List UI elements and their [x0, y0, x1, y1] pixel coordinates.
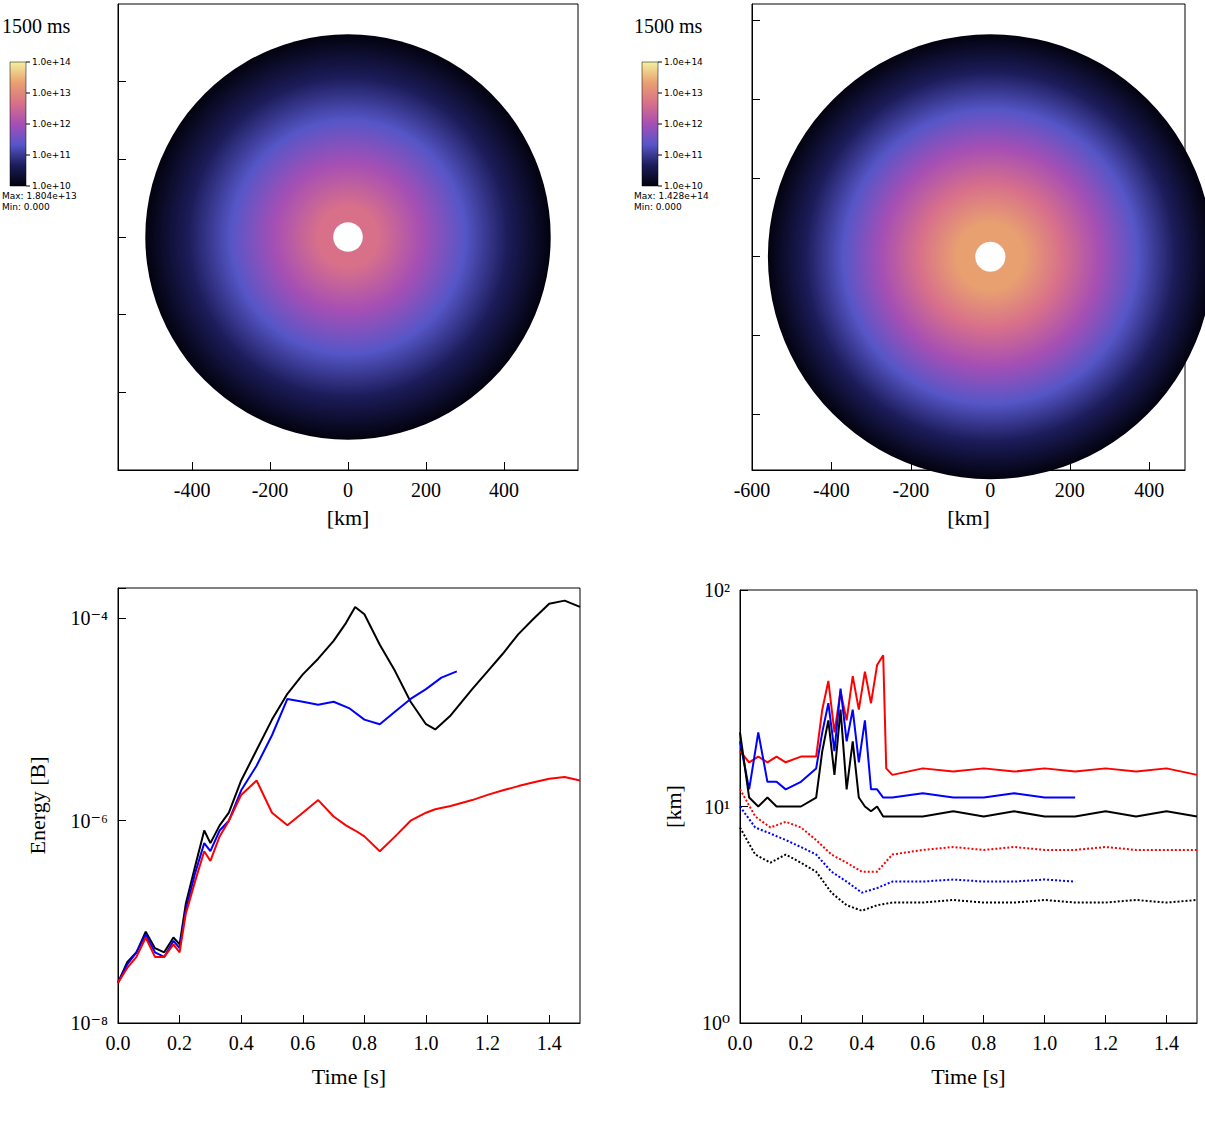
svg-text:[km]: [km]: [947, 505, 990, 530]
svg-text:1.0: 1.0: [414, 1032, 439, 1054]
svg-text:10⁻⁶: 10⁻⁶: [70, 810, 108, 832]
svg-text:10⁰: 10⁰: [702, 1012, 730, 1034]
svg-text:0.2: 0.2: [167, 1032, 192, 1054]
svg-text:-600: -600: [734, 479, 771, 501]
svg-text:0.4: 0.4: [229, 1032, 254, 1054]
svg-text:1.4: 1.4: [1154, 1032, 1179, 1054]
svg-text:0: 0: [985, 479, 995, 501]
svg-text:-200: -200: [893, 479, 930, 501]
svg-text:1.0e+10: 1.0e+10: [664, 181, 703, 191]
svg-text:10⁻⁸: 10⁻⁸: [70, 1012, 108, 1034]
svg-text:1.0e+13: 1.0e+13: [664, 88, 703, 98]
svg-text:Energy [B]: Energy [B]: [25, 757, 50, 855]
svg-text:0.0: 0.0: [728, 1032, 753, 1054]
svg-text:0.2: 0.2: [788, 1032, 813, 1054]
svg-text:-400: -400: [174, 479, 211, 501]
svg-text:[km]: [km]: [661, 785, 686, 828]
svg-text:Min: 0.000: Min: 0.000: [2, 202, 50, 212]
svg-text:200: 200: [1055, 479, 1085, 501]
svg-text:1.2: 1.2: [475, 1032, 500, 1054]
svg-text:1.0e+10: 1.0e+10: [32, 181, 71, 191]
svg-text:Max: 1.428e+14: Max: 1.428e+14: [634, 191, 709, 201]
svg-text:1.0: 1.0: [1032, 1032, 1057, 1054]
svg-text:1.4: 1.4: [537, 1032, 562, 1054]
svg-text:-400: -400: [813, 479, 850, 501]
svg-text:1.0e+11: 1.0e+11: [664, 150, 703, 160]
svg-text:0.0: 0.0: [106, 1032, 131, 1054]
svg-text:Min: 0.000: Min: 0.000: [634, 202, 682, 212]
svg-text:400: 400: [489, 479, 519, 501]
svg-text:0.8: 0.8: [971, 1032, 996, 1054]
svg-text:-200: -200: [252, 479, 289, 501]
svg-text:0.8: 0.8: [352, 1032, 377, 1054]
svg-text:1.2: 1.2: [1093, 1032, 1118, 1054]
svg-text:400: 400: [1134, 479, 1164, 501]
svg-text:1.0e+12: 1.0e+12: [32, 119, 71, 129]
svg-text:Time [s]: Time [s]: [931, 1064, 1005, 1089]
svg-text:1.0e+12: 1.0e+12: [664, 119, 703, 129]
svg-text:0.6: 0.6: [290, 1032, 315, 1054]
svg-text:Time [s]: Time [s]: [312, 1064, 386, 1089]
svg-text:1.0e+13: 1.0e+13: [32, 88, 71, 98]
svg-text:10¹: 10¹: [704, 796, 730, 818]
svg-text:1.0e+14: 1.0e+14: [664, 57, 703, 67]
svg-text:0.4: 0.4: [849, 1032, 874, 1054]
svg-text:10²: 10²: [704, 579, 730, 601]
svg-text:1500 ms: 1500 ms: [2, 15, 71, 37]
svg-text:1500 ms: 1500 ms: [634, 15, 703, 37]
svg-text:0: 0: [343, 479, 353, 501]
svg-text:[km]: [km]: [327, 505, 370, 530]
svg-text:1.0e+14: 1.0e+14: [32, 57, 71, 67]
svg-text:10⁻⁴: 10⁻⁴: [70, 607, 108, 629]
svg-text:1.0e+11: 1.0e+11: [32, 150, 71, 160]
svg-text:0.6: 0.6: [910, 1032, 935, 1054]
svg-text:200: 200: [411, 479, 441, 501]
svg-text:Max: 1.804e+13: Max: 1.804e+13: [2, 191, 77, 201]
